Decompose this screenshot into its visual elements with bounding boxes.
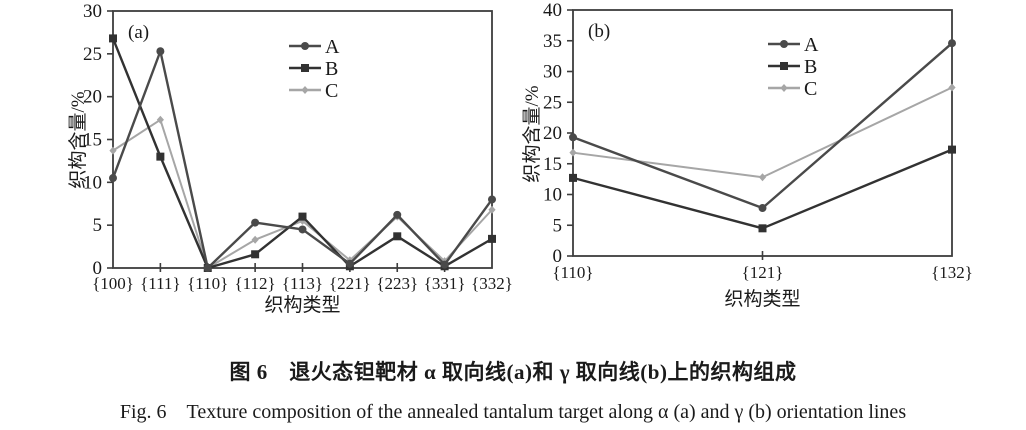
x-tick-label: {111} [140,274,181,293]
y-tick-label: 25 [543,92,562,113]
series-line-B [111,37,493,270]
legend-label: A [325,36,340,58]
data-point-marker [440,260,449,269]
data-point-marker [298,225,307,234]
x-tick-label: {332} [471,274,513,293]
data-point-marker [156,47,165,56]
data-point-marker [488,234,496,243]
series-line-C [572,86,953,179]
data-point-marker [156,152,165,161]
data-point-marker [109,146,117,155]
x-tick-label: {110} [552,263,593,282]
data-point-marker [758,204,767,213]
caption-en: Fig. 6 Texture composition of the anneal… [119,401,907,423]
y-tick-label: 5 [93,215,103,236]
data-point-marker [251,218,260,227]
x-tick-label: {100} [92,274,134,293]
y-tick-label: 40 [543,0,562,21]
legend-label: C [325,80,338,102]
panel-label: (b) [588,21,610,42]
x-tick-label: {331} [424,274,466,293]
y-tick-label: 30 [543,62,562,83]
panel-label: (a) [128,22,149,43]
data-point-marker [251,235,259,244]
data-point-marker [780,62,788,70]
data-point-marker [780,40,788,48]
y-tick-label: 20 [83,87,102,108]
plot-frame [572,9,953,257]
data-point-marker [393,210,402,219]
y-tick-label: 30 [83,1,102,22]
data-point-marker [488,205,496,214]
x-axis-label: 织构类型 [264,294,340,316]
data-point-marker [393,232,402,241]
data-point-marker [301,86,309,94]
y-tick-label: 25 [83,44,102,65]
data-point-marker [301,42,309,50]
x-tick-label: {110} [187,274,228,293]
data-point-marker [345,259,354,268]
y-tick-label: 10 [543,185,562,206]
data-point-marker [569,173,577,182]
data-point-marker [301,64,309,72]
data-point-marker [298,212,307,221]
data-point-marker [203,264,212,272]
x-tick-label: {132} [931,263,973,282]
y-tick-label: 5 [553,215,563,236]
legend-label: A [804,34,819,56]
data-point-marker [109,34,117,43]
y-tick-label: 10 [83,172,102,193]
y-tick-label: 35 [543,31,562,52]
y-tick-label: 0 [553,246,563,267]
x-tick-label: {221} [329,274,371,293]
legend-label: B [804,56,817,78]
data-point-marker [251,250,260,259]
x-tick-label: {223} [376,274,418,293]
data-point-marker [109,174,117,183]
y-tick-label: 0 [93,258,103,279]
data-point-marker [569,133,577,142]
x-tick-label: {113} [282,274,323,293]
data-point-marker [948,83,956,92]
y-tick-label: 15 [83,130,102,151]
x-tick-label: {121} [742,263,784,282]
y-tick-label: 15 [543,154,562,175]
data-point-marker [156,115,164,124]
data-point-marker [948,39,956,48]
legend-label: C [804,78,817,100]
data-point-marker [488,195,496,204]
series-line-C [112,118,493,269]
series-line-A [111,50,493,270]
figure-canvas: 0 5 10 15 20 25 30 {100} {111} {110} {112} {113} {22… [67,0,973,316]
data-point-marker [948,145,956,154]
y-tick-label: 20 [543,123,562,144]
data-point-marker [780,84,788,92]
y-axis-label: 织构含量/% [67,91,89,188]
x-tick-label: {112} [235,274,276,293]
data-point-marker [758,173,767,182]
series-line-B [572,148,953,230]
data-point-marker [758,224,767,233]
x-axis-label: 织构类型 [724,288,800,310]
data-point-marker [569,148,577,157]
y-axis-label: 织构含量/% [521,85,543,182]
legend-label: B [325,58,338,80]
series-line-A [572,42,953,210]
caption-zh: 图 6 退火态钽靶材 α 取向线(a)和 γ 取向线(b)上的织构组成 [229,360,797,384]
